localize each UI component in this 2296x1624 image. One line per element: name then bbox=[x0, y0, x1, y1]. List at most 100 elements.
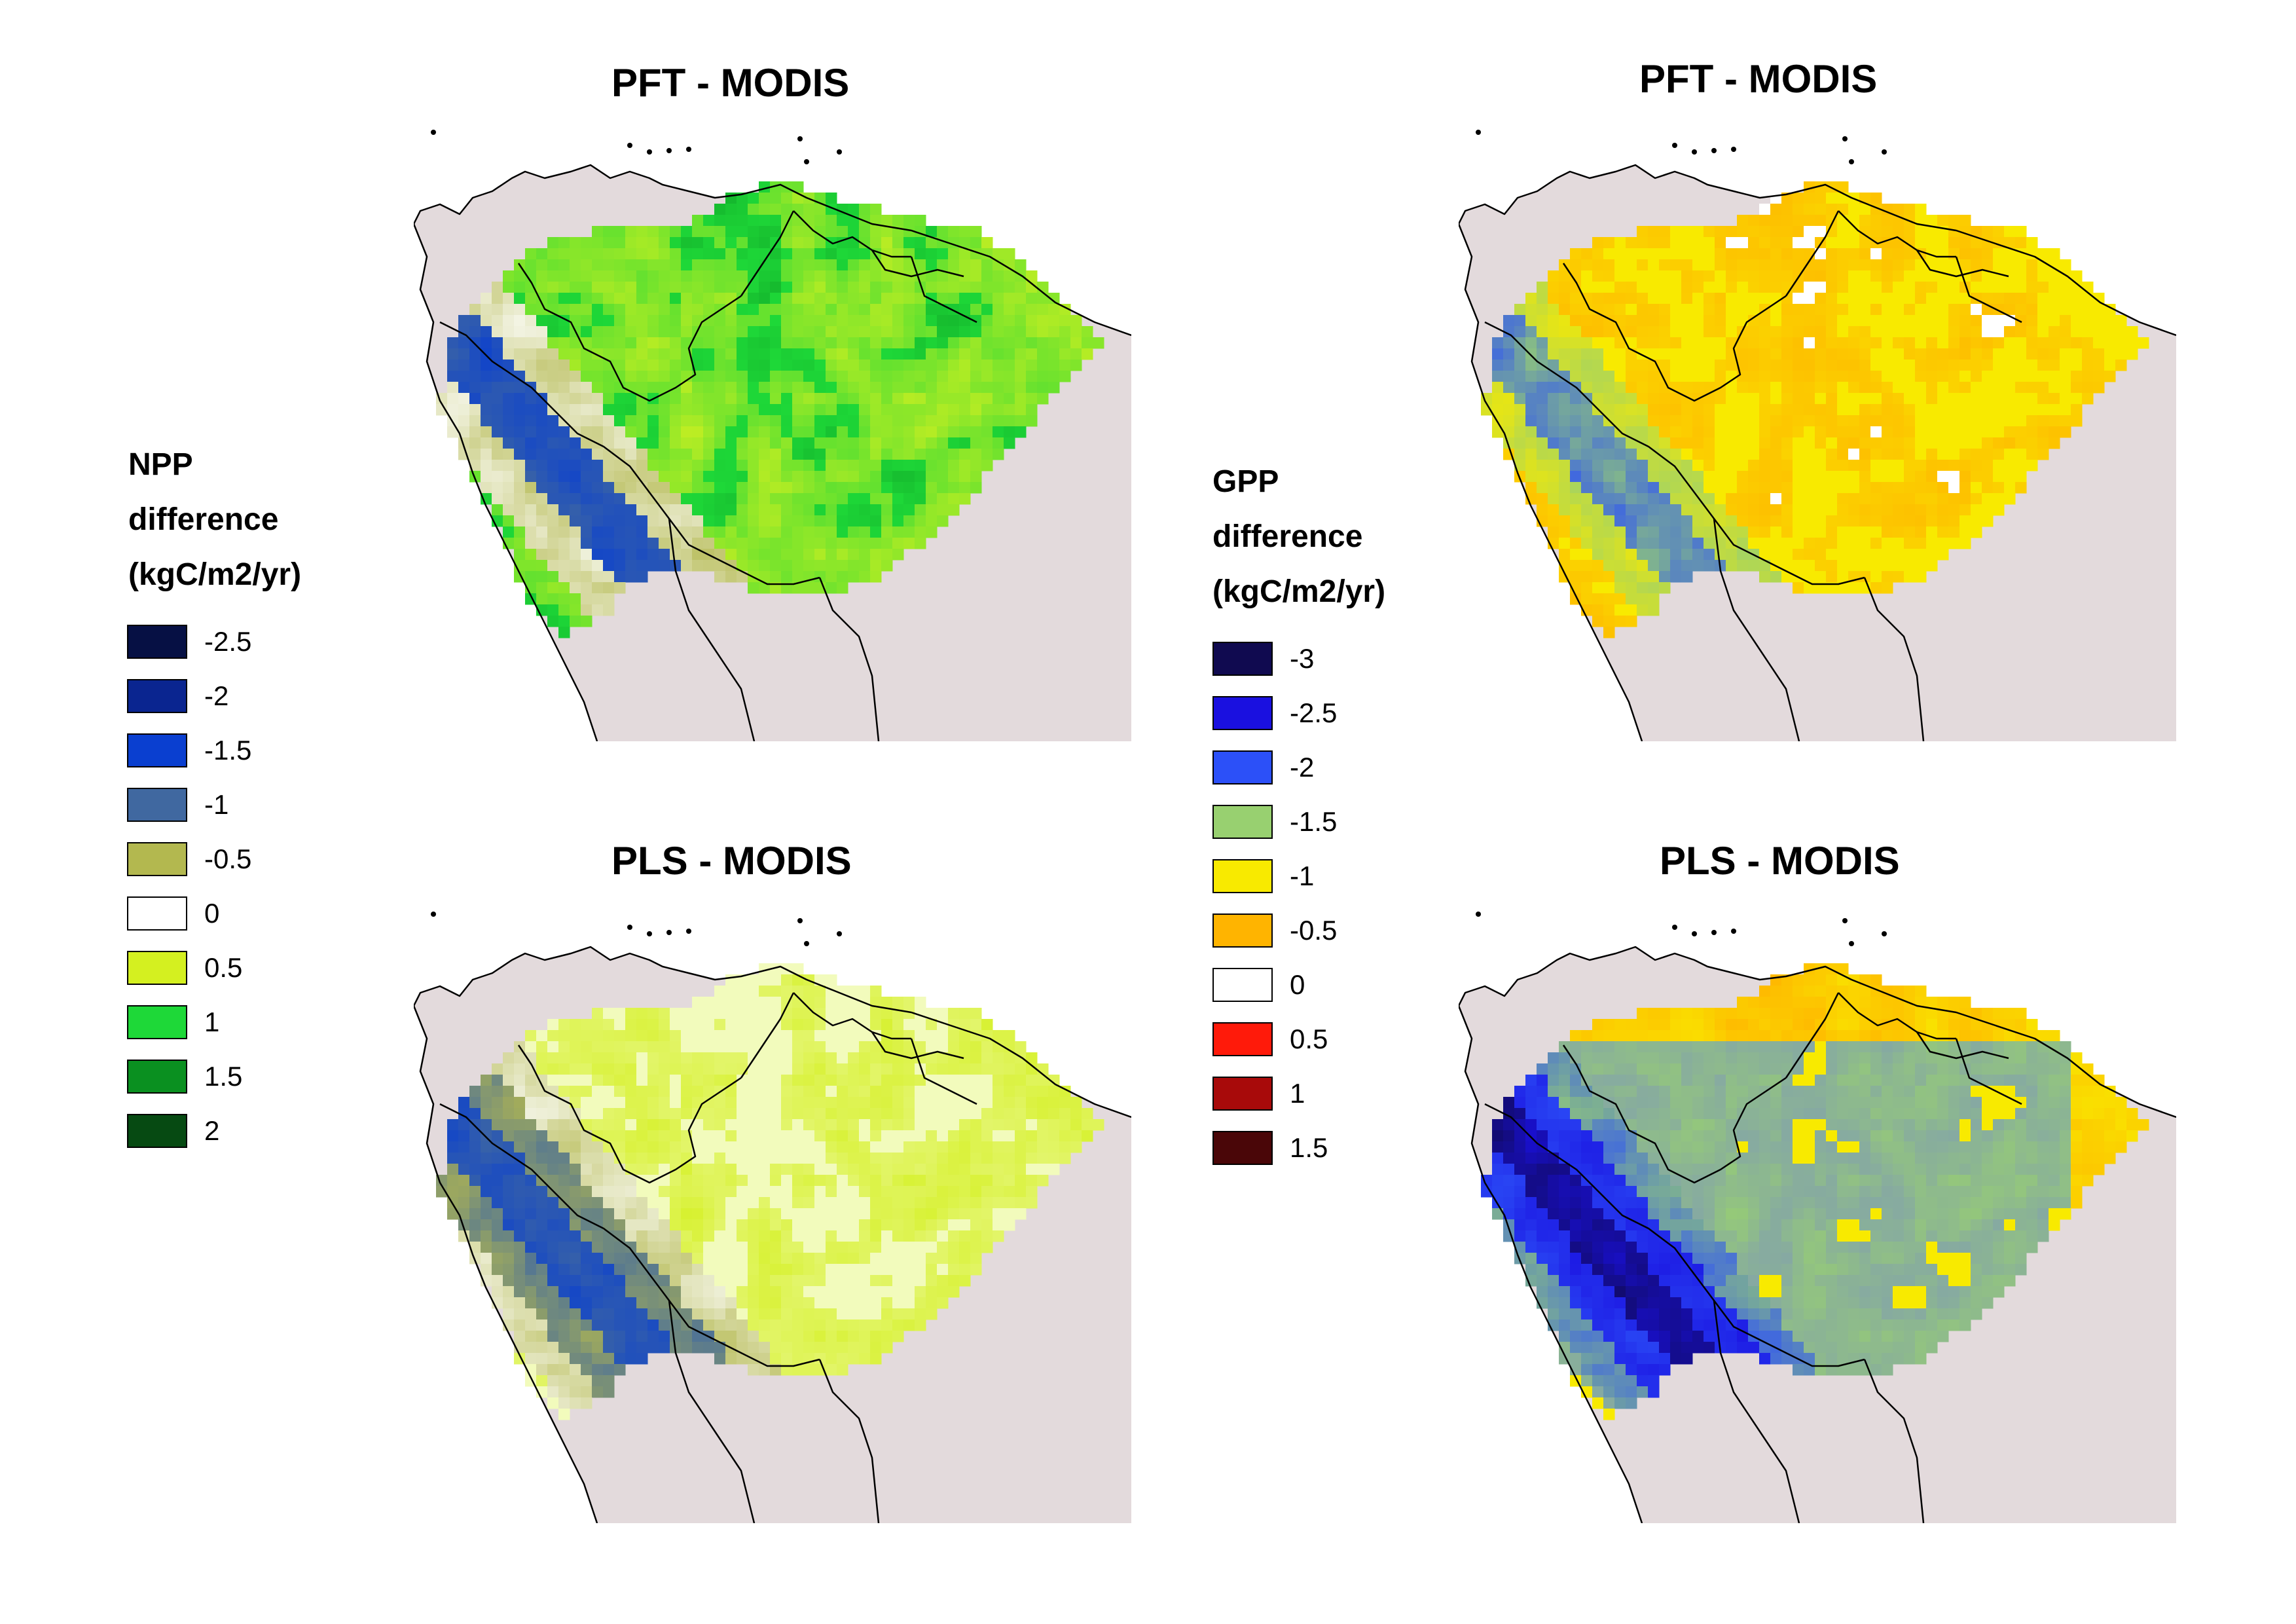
raster-cell bbox=[558, 371, 570, 382]
raster-cell bbox=[603, 282, 615, 293]
raster-cell bbox=[1993, 337, 2005, 349]
raster-cell bbox=[714, 1008, 726, 1020]
raster-cell bbox=[1692, 1019, 1704, 1031]
raster-cell bbox=[948, 460, 960, 471]
raster-cell bbox=[692, 560, 704, 572]
raster-cell bbox=[625, 315, 637, 327]
raster-cell bbox=[2026, 237, 2038, 249]
raster-cell bbox=[592, 404, 604, 416]
raster-cell bbox=[1015, 1063, 1027, 1075]
raster-cell bbox=[625, 1230, 637, 1242]
raster-cell bbox=[503, 493, 515, 505]
raster-cell bbox=[859, 382, 871, 394]
raster-cell bbox=[1982, 270, 1994, 282]
raster-cell bbox=[625, 1353, 637, 1365]
raster-cell bbox=[748, 1286, 759, 1298]
raster-cell bbox=[570, 348, 581, 360]
raster-cell bbox=[848, 1130, 860, 1142]
raster-cell bbox=[781, 1119, 793, 1131]
raster-cell bbox=[837, 1364, 848, 1376]
raster-cell bbox=[503, 304, 515, 316]
raster-cell bbox=[725, 1164, 737, 1175]
raster-cell bbox=[525, 270, 537, 282]
raster-cell bbox=[870, 1063, 882, 1075]
raster-cell bbox=[703, 360, 715, 371]
raster-cell bbox=[848, 1253, 860, 1264]
raster-cell bbox=[870, 504, 882, 516]
island bbox=[647, 931, 652, 936]
raster-cell bbox=[892, 1219, 904, 1231]
raster-cell bbox=[592, 604, 604, 616]
raster-cell bbox=[458, 315, 470, 327]
raster-cell bbox=[759, 1353, 771, 1365]
raster-cell bbox=[1770, 515, 1782, 527]
raster-cell bbox=[659, 449, 670, 460]
raster-cell bbox=[1637, 237, 1649, 249]
raster-cell bbox=[870, 1320, 882, 1331]
raster-cell bbox=[1848, 997, 1860, 1008]
raster-cell bbox=[1026, 282, 1038, 293]
raster-cell bbox=[803, 549, 815, 561]
raster-cell bbox=[792, 315, 804, 327]
raster-cell bbox=[603, 1075, 615, 1086]
raster-cell bbox=[859, 482, 871, 494]
raster-cell bbox=[492, 1253, 503, 1264]
raster-cell bbox=[503, 515, 515, 527]
raster-cell bbox=[837, 1230, 848, 1242]
raster-cell bbox=[881, 293, 893, 304]
raster-cell bbox=[770, 963, 782, 975]
raster-cell bbox=[1726, 315, 1738, 327]
raster-cell bbox=[848, 1175, 860, 1187]
raster-cell bbox=[1004, 337, 1015, 349]
raster-cell bbox=[1904, 504, 1916, 516]
raster-cell bbox=[770, 1041, 782, 1053]
raster-cell bbox=[614, 1353, 626, 1365]
raster-cell bbox=[837, 215, 848, 227]
raster-cell bbox=[636, 1219, 648, 1231]
raster-cell bbox=[948, 1063, 960, 1075]
raster-cell bbox=[681, 1052, 693, 1064]
raster-cell bbox=[1548, 382, 1559, 394]
raster-cell bbox=[625, 560, 637, 572]
raster-cell bbox=[1737, 282, 1749, 293]
raster-cell bbox=[981, 437, 993, 449]
raster-cell bbox=[570, 449, 581, 460]
raster-cell bbox=[848, 1308, 860, 1320]
raster-cell bbox=[959, 426, 971, 438]
raster-cell bbox=[636, 1052, 648, 1064]
raster-cell bbox=[1537, 371, 1548, 382]
raster-cell bbox=[1870, 1008, 1882, 1020]
raster-cell bbox=[1659, 549, 1671, 561]
raster-cell bbox=[826, 1063, 837, 1075]
raster-cell bbox=[1637, 582, 1649, 594]
raster-cell bbox=[859, 1086, 871, 1098]
raster-cell bbox=[892, 538, 904, 549]
raster-cell bbox=[1993, 304, 2005, 316]
raster-cell bbox=[1537, 304, 1548, 316]
raster-cell bbox=[1037, 1153, 1049, 1164]
raster-cell bbox=[1626, 248, 1637, 260]
raster-cell bbox=[2015, 437, 2027, 449]
raster-cell bbox=[714, 1219, 726, 1231]
raster-cell bbox=[447, 426, 459, 438]
raster-cell bbox=[937, 504, 949, 516]
raster-cell bbox=[1503, 382, 1515, 394]
raster-cell bbox=[1993, 382, 2005, 394]
raster-cell bbox=[1059, 1108, 1071, 1120]
raster-cell bbox=[647, 1286, 659, 1298]
raster-cell bbox=[2015, 482, 2027, 494]
raster-cell bbox=[2015, 393, 2027, 405]
raster-cell bbox=[1603, 326, 1615, 338]
raster-cell bbox=[581, 549, 592, 561]
raster-cell bbox=[737, 1286, 748, 1298]
raster-cell bbox=[558, 549, 570, 561]
raster-cell bbox=[1492, 360, 1504, 371]
raster-cell bbox=[1648, 426, 1660, 438]
raster-cell bbox=[1770, 538, 1782, 549]
raster-cell bbox=[592, 1108, 604, 1120]
raster-cell bbox=[926, 1219, 938, 1231]
raster-cell bbox=[959, 293, 971, 304]
raster-cell bbox=[993, 1208, 1004, 1220]
raster-cell bbox=[681, 1264, 693, 1276]
raster-cell bbox=[725, 237, 737, 249]
